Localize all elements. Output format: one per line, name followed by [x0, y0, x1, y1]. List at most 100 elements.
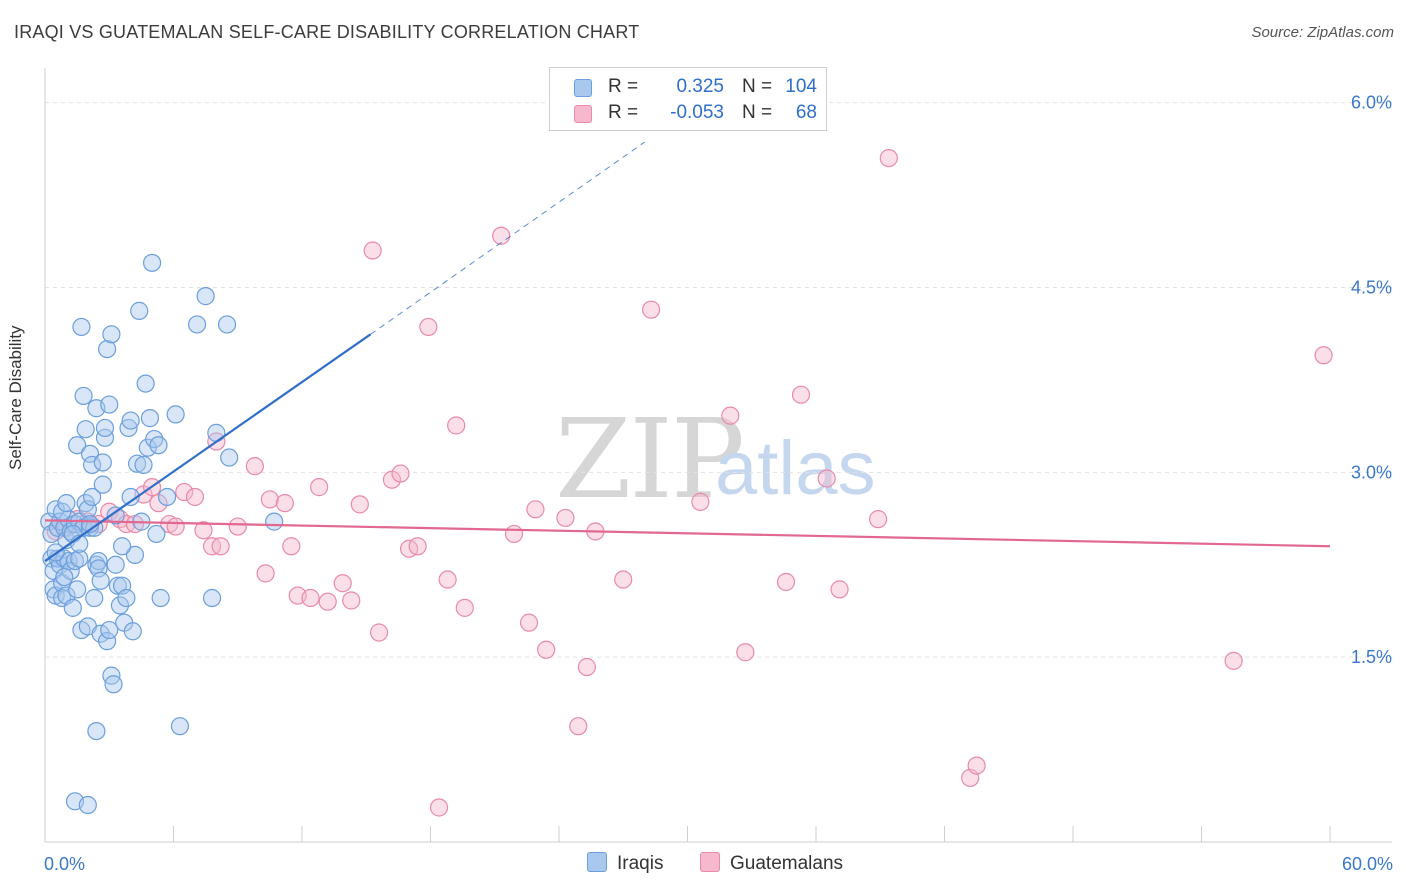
- guatemalans-point: [194, 521, 213, 540]
- iraqis-point: [187, 315, 207, 334]
- guatemalans-point: [641, 300, 661, 319]
- guatemalans-swatch: [574, 105, 592, 123]
- guatemalans-point: [408, 537, 427, 556]
- iraqis-point: [68, 436, 87, 455]
- guatemalans-point: [391, 464, 410, 483]
- iraqis-legend-swatch: [587, 852, 607, 872]
- iraqis-r-value: 0.325: [676, 76, 724, 97]
- iraqis-point: [127, 454, 147, 473]
- iraqis-point: [265, 512, 284, 531]
- guatemalans-point: [1224, 651, 1243, 670]
- iraqis-point: [134, 455, 153, 475]
- guatemalans-point: [175, 482, 194, 502]
- guatemalans-point: [776, 572, 796, 592]
- y-tick-label: 4.5%: [1351, 277, 1392, 297]
- iraqis-point: [83, 455, 102, 475]
- guatemalans-trend-line: [44, 519, 1331, 548]
- chart-title: IRAQI VS GUATEMALAN SELF-CARE DISABILITY…: [14, 22, 640, 42]
- guatemalans-legend-swatch: [700, 852, 720, 872]
- iraqis-point: [130, 301, 149, 320]
- guatemalans-r-value: -0.053: [670, 102, 724, 123]
- iraqis-point: [136, 374, 155, 393]
- tick-layer: 1.5% 3.0% 4.5% 6.0% 0.0% 60.0%: [44, 93, 1393, 874]
- iraqis-point: [83, 487, 102, 507]
- y-tick-label: 6.0%: [1351, 93, 1392, 113]
- iraqis-point: [57, 494, 76, 513]
- iraqis-point: [95, 418, 115, 438]
- iraqis-point: [80, 444, 100, 463]
- guatemalans-n-value: 68: [795, 102, 817, 123]
- iraqis-point: [142, 253, 162, 272]
- iraqis-point: [110, 596, 130, 615]
- guatemalans-point: [429, 798, 449, 817]
- guatemalans-point: [869, 510, 888, 529]
- guatemalans-point: [519, 613, 539, 632]
- trend-layer: [44, 141, 1331, 562]
- y-tick-label: 1.5%: [1351, 647, 1392, 667]
- y-tick-label: 3.0%: [1351, 462, 1392, 482]
- iraqis-point: [147, 524, 166, 544]
- iraqis-point: [140, 409, 160, 428]
- guatemalans-point: [455, 598, 474, 617]
- iraqis-point: [70, 549, 89, 568]
- iraqis-point: [170, 717, 190, 736]
- iraqis-point: [76, 420, 95, 439]
- iraqis-point: [85, 588, 104, 608]
- iraqis-point: [104, 675, 123, 694]
- iraqis-point: [202, 588, 222, 608]
- guatemalans-point: [318, 592, 337, 611]
- guatemalans-point: [260, 490, 279, 509]
- guatemalans-point: [817, 469, 836, 488]
- axis-layer: [44, 68, 1392, 843]
- n-label: N =: [742, 76, 773, 97]
- iraqis-point: [123, 622, 142, 641]
- legend-item-iraqis[interactable]: Iraqis: [587, 852, 663, 876]
- guatemalans-point: [577, 657, 596, 677]
- legend-item-guatemalans[interactable]: Guatemalans: [700, 852, 843, 876]
- iraqis-point: [102, 325, 121, 344]
- iraqis-point: [196, 287, 215, 306]
- iraqis-point: [55, 567, 74, 587]
- guatemalans-point: [556, 508, 575, 528]
- guatemalans-legend-label: Guatemalans: [730, 853, 844, 874]
- iraqis-legend-label: Iraqis: [617, 853, 664, 874]
- guatemalans-point: [492, 226, 511, 245]
- guatemalans-point: [419, 317, 438, 337]
- iraqis-point: [100, 395, 119, 414]
- iraqis-point: [117, 588, 136, 608]
- guatemalans-point: [614, 570, 633, 589]
- iraqis-point: [121, 487, 140, 507]
- iraqis-point: [106, 555, 125, 574]
- correlation-legend: R = 0.325 N = 104 R = -0.053 N = 68: [549, 67, 827, 131]
- guatemalans-point: [310, 478, 329, 497]
- x-tick-label: 60.0%: [1342, 854, 1393, 874]
- guatemalans-point: [879, 148, 898, 168]
- watermark-atlas: atlas: [715, 426, 876, 511]
- iraqis-trend-line: [44, 333, 372, 562]
- guatemalans-point: [333, 574, 352, 593]
- watermark-zip: ZIP: [555, 395, 745, 523]
- x-tick-label: 0.0%: [44, 854, 85, 874]
- iraqis-point: [74, 386, 93, 406]
- iraqis-swatch: [574, 79, 592, 97]
- guatemalans-point: [350, 495, 369, 514]
- iraqis-point: [100, 620, 119, 640]
- guatemalans-point: [967, 756, 986, 775]
- iraqis-point: [125, 545, 145, 564]
- guatemalans-point: [228, 517, 247, 536]
- guatemalans-point: [1314, 346, 1333, 365]
- iraqis-point: [91, 571, 110, 590]
- grid-layer: [45, 102, 1392, 658]
- iraqis-point: [119, 418, 138, 438]
- iraqis-point: [106, 506, 125, 525]
- iraqis-point: [93, 475, 112, 494]
- iraqis-point: [68, 580, 87, 599]
- guatemalans-point: [791, 385, 811, 404]
- guatemalans-point: [363, 241, 382, 260]
- guatemalans-points: [46, 148, 1333, 817]
- guatemalans-point: [245, 457, 264, 476]
- r-label: R =: [608, 76, 639, 97]
- guatemalans-point: [211, 537, 230, 556]
- iraqis-n-value: 104: [785, 76, 817, 97]
